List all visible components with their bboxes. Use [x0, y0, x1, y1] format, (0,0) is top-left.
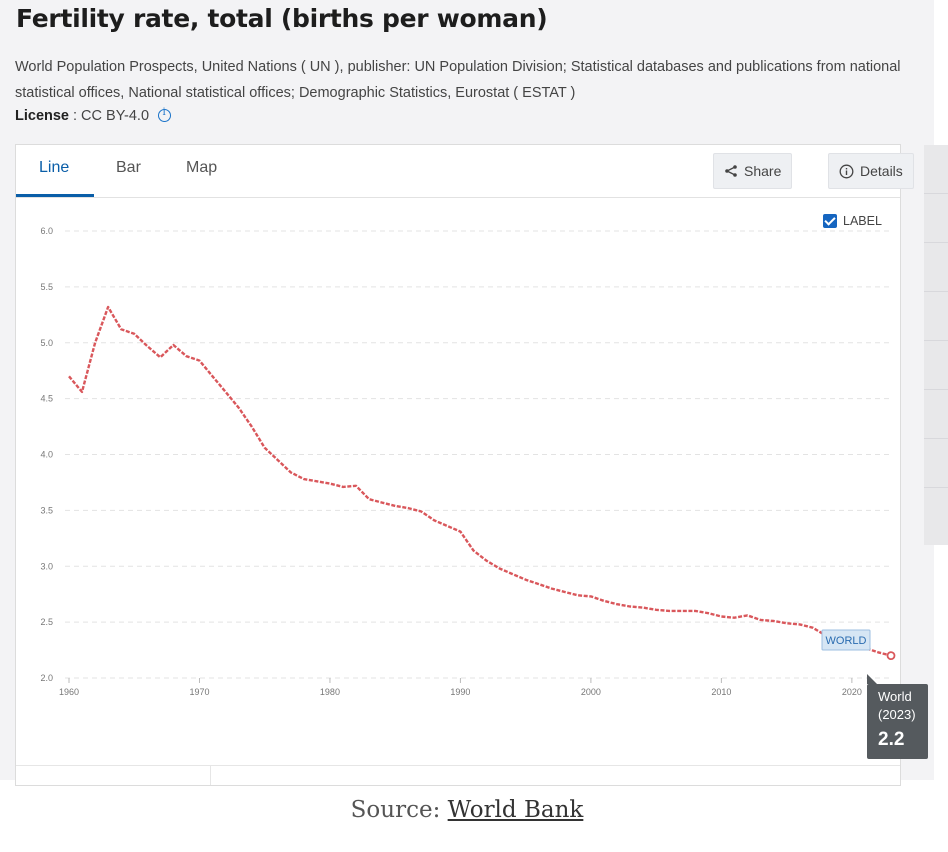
y-tick-label: 3.0	[40, 561, 53, 571]
x-tick-label: 2010	[711, 687, 731, 697]
tab-line[interactable]: Line	[39, 159, 70, 176]
card-footer-separator	[210, 765, 211, 785]
x-tick-label: 2000	[581, 687, 601, 697]
chart-tabs: Line Bar Map Share Details	[16, 145, 914, 198]
label-toggle-text: LABEL	[843, 214, 882, 228]
tab-map[interactable]: Map	[186, 159, 218, 176]
data-tooltip: World (2023) 2.2	[867, 674, 928, 759]
info-circle-icon	[839, 164, 854, 178]
share-label: Share	[744, 163, 782, 179]
tooltip-year: (2023)	[878, 707, 916, 722]
tooltip-arrow	[867, 674, 877, 684]
source-description: World Population Prospects, United Natio…	[15, 59, 901, 101]
label-toggle[interactable]: LABEL	[823, 214, 882, 228]
x-tick-label: 1980	[320, 687, 340, 697]
y-tick-label: 5.0	[40, 338, 53, 348]
active-tab-indicator	[16, 194, 94, 197]
x-tick-label: 1970	[189, 687, 209, 697]
credit-prefix: Source:	[350, 797, 441, 823]
series-label-box	[821, 629, 871, 651]
y-tick-label: 5.5	[40, 282, 53, 292]
card-footer-divider	[16, 765, 900, 766]
x-tick-label: 1990	[450, 687, 470, 697]
world-bank-link[interactable]: World Bank	[447, 797, 584, 823]
y-tick-label: 2.0	[40, 673, 53, 683]
series-line-world	[68, 305, 892, 657]
chart-card: Line Bar Map Share Details LABEL 2.0 2.5 3…	[15, 144, 914, 786]
y-tick-label: 6.0	[40, 226, 53, 236]
share-button[interactable]: Share	[713, 153, 793, 189]
tab-bar[interactable]: Bar	[116, 159, 141, 176]
tooltip-value: 2.2	[878, 729, 905, 750]
x-tick-label: 1960	[59, 687, 79, 697]
series-label-world: WORLD	[826, 635, 867, 647]
details-label: Details	[860, 163, 903, 179]
y-tick-label: 4.5	[40, 394, 53, 404]
series-end-point	[886, 651, 896, 661]
share-icon	[725, 165, 737, 177]
page-title: Fertility rate, total (births per woman)	[16, 4, 548, 33]
license-value: : CC BY-4.0	[73, 108, 150, 124]
y-tick-label: 4.0	[40, 450, 53, 460]
license-label: License	[15, 108, 69, 124]
details-button[interactable]: Details	[828, 153, 914, 189]
image-credit: Source: World Bank	[0, 797, 934, 823]
x-tick-label: 2020	[842, 687, 862, 697]
y-tick-label: 2.5	[40, 617, 53, 627]
line-chart: 2.0 2.5 3.0 3.5 4.0 4.5 5.0 5.5 6.0 1960 1970 1980 1…	[40, 226, 896, 697]
y-tick-label: 3.5	[40, 505, 53, 515]
right-edge-panel	[924, 145, 948, 545]
info-icon[interactable]	[158, 107, 172, 122]
label-checkbox[interactable]	[823, 214, 837, 228]
tooltip-country: World	[878, 689, 912, 704]
license-row: License : CC BY-4.0	[15, 107, 172, 124]
